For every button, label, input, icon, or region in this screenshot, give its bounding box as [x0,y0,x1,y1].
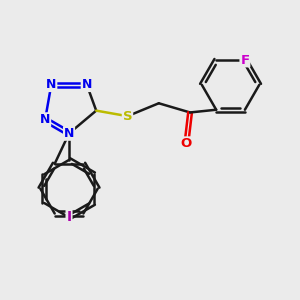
Text: O: O [181,137,192,150]
Text: S: S [123,110,132,123]
Text: I: I [67,210,72,224]
Text: N: N [40,113,50,126]
Text: N: N [64,127,74,140]
Text: F: F [240,53,250,67]
Text: N: N [46,78,56,91]
Text: N: N [82,78,92,91]
